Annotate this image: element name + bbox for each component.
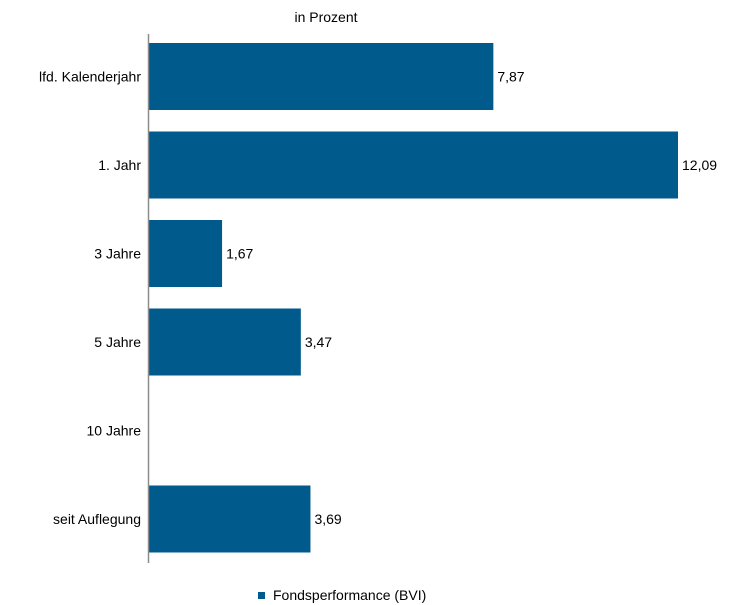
bar — [149, 220, 223, 287]
category-label: 1. Jahr — [98, 157, 141, 173]
value-label: 3,47 — [305, 334, 332, 350]
category-label: 3 Jahre — [94, 246, 141, 262]
bar — [149, 131, 678, 199]
bar — [149, 308, 301, 376]
value-label: 7,87 — [497, 69, 524, 85]
bar — [149, 485, 311, 553]
category-label: seit Auflegung — [53, 511, 141, 527]
bar — [149, 43, 494, 110]
value-label: 1,67 — [226, 246, 253, 262]
value-label: 12,09 — [682, 157, 717, 173]
category-label: 5 Jahre — [94, 334, 141, 350]
category-label: 10 Jahre — [87, 423, 142, 439]
value-label: 3,69 — [314, 511, 341, 527]
unit-label: in Prozent — [294, 9, 357, 25]
category-label: lfd. Kalenderjahr — [39, 69, 141, 85]
bars-group: lfd. Kalenderjahr 7,87 1. Jahr 12,09 3 Jahre… — [39, 43, 717, 553]
legend-label: Fondsperformance (BVI) — [273, 587, 426, 603]
legend-swatch — [258, 592, 265, 599]
legend: Fondsperformance (BVI) — [258, 587, 426, 603]
